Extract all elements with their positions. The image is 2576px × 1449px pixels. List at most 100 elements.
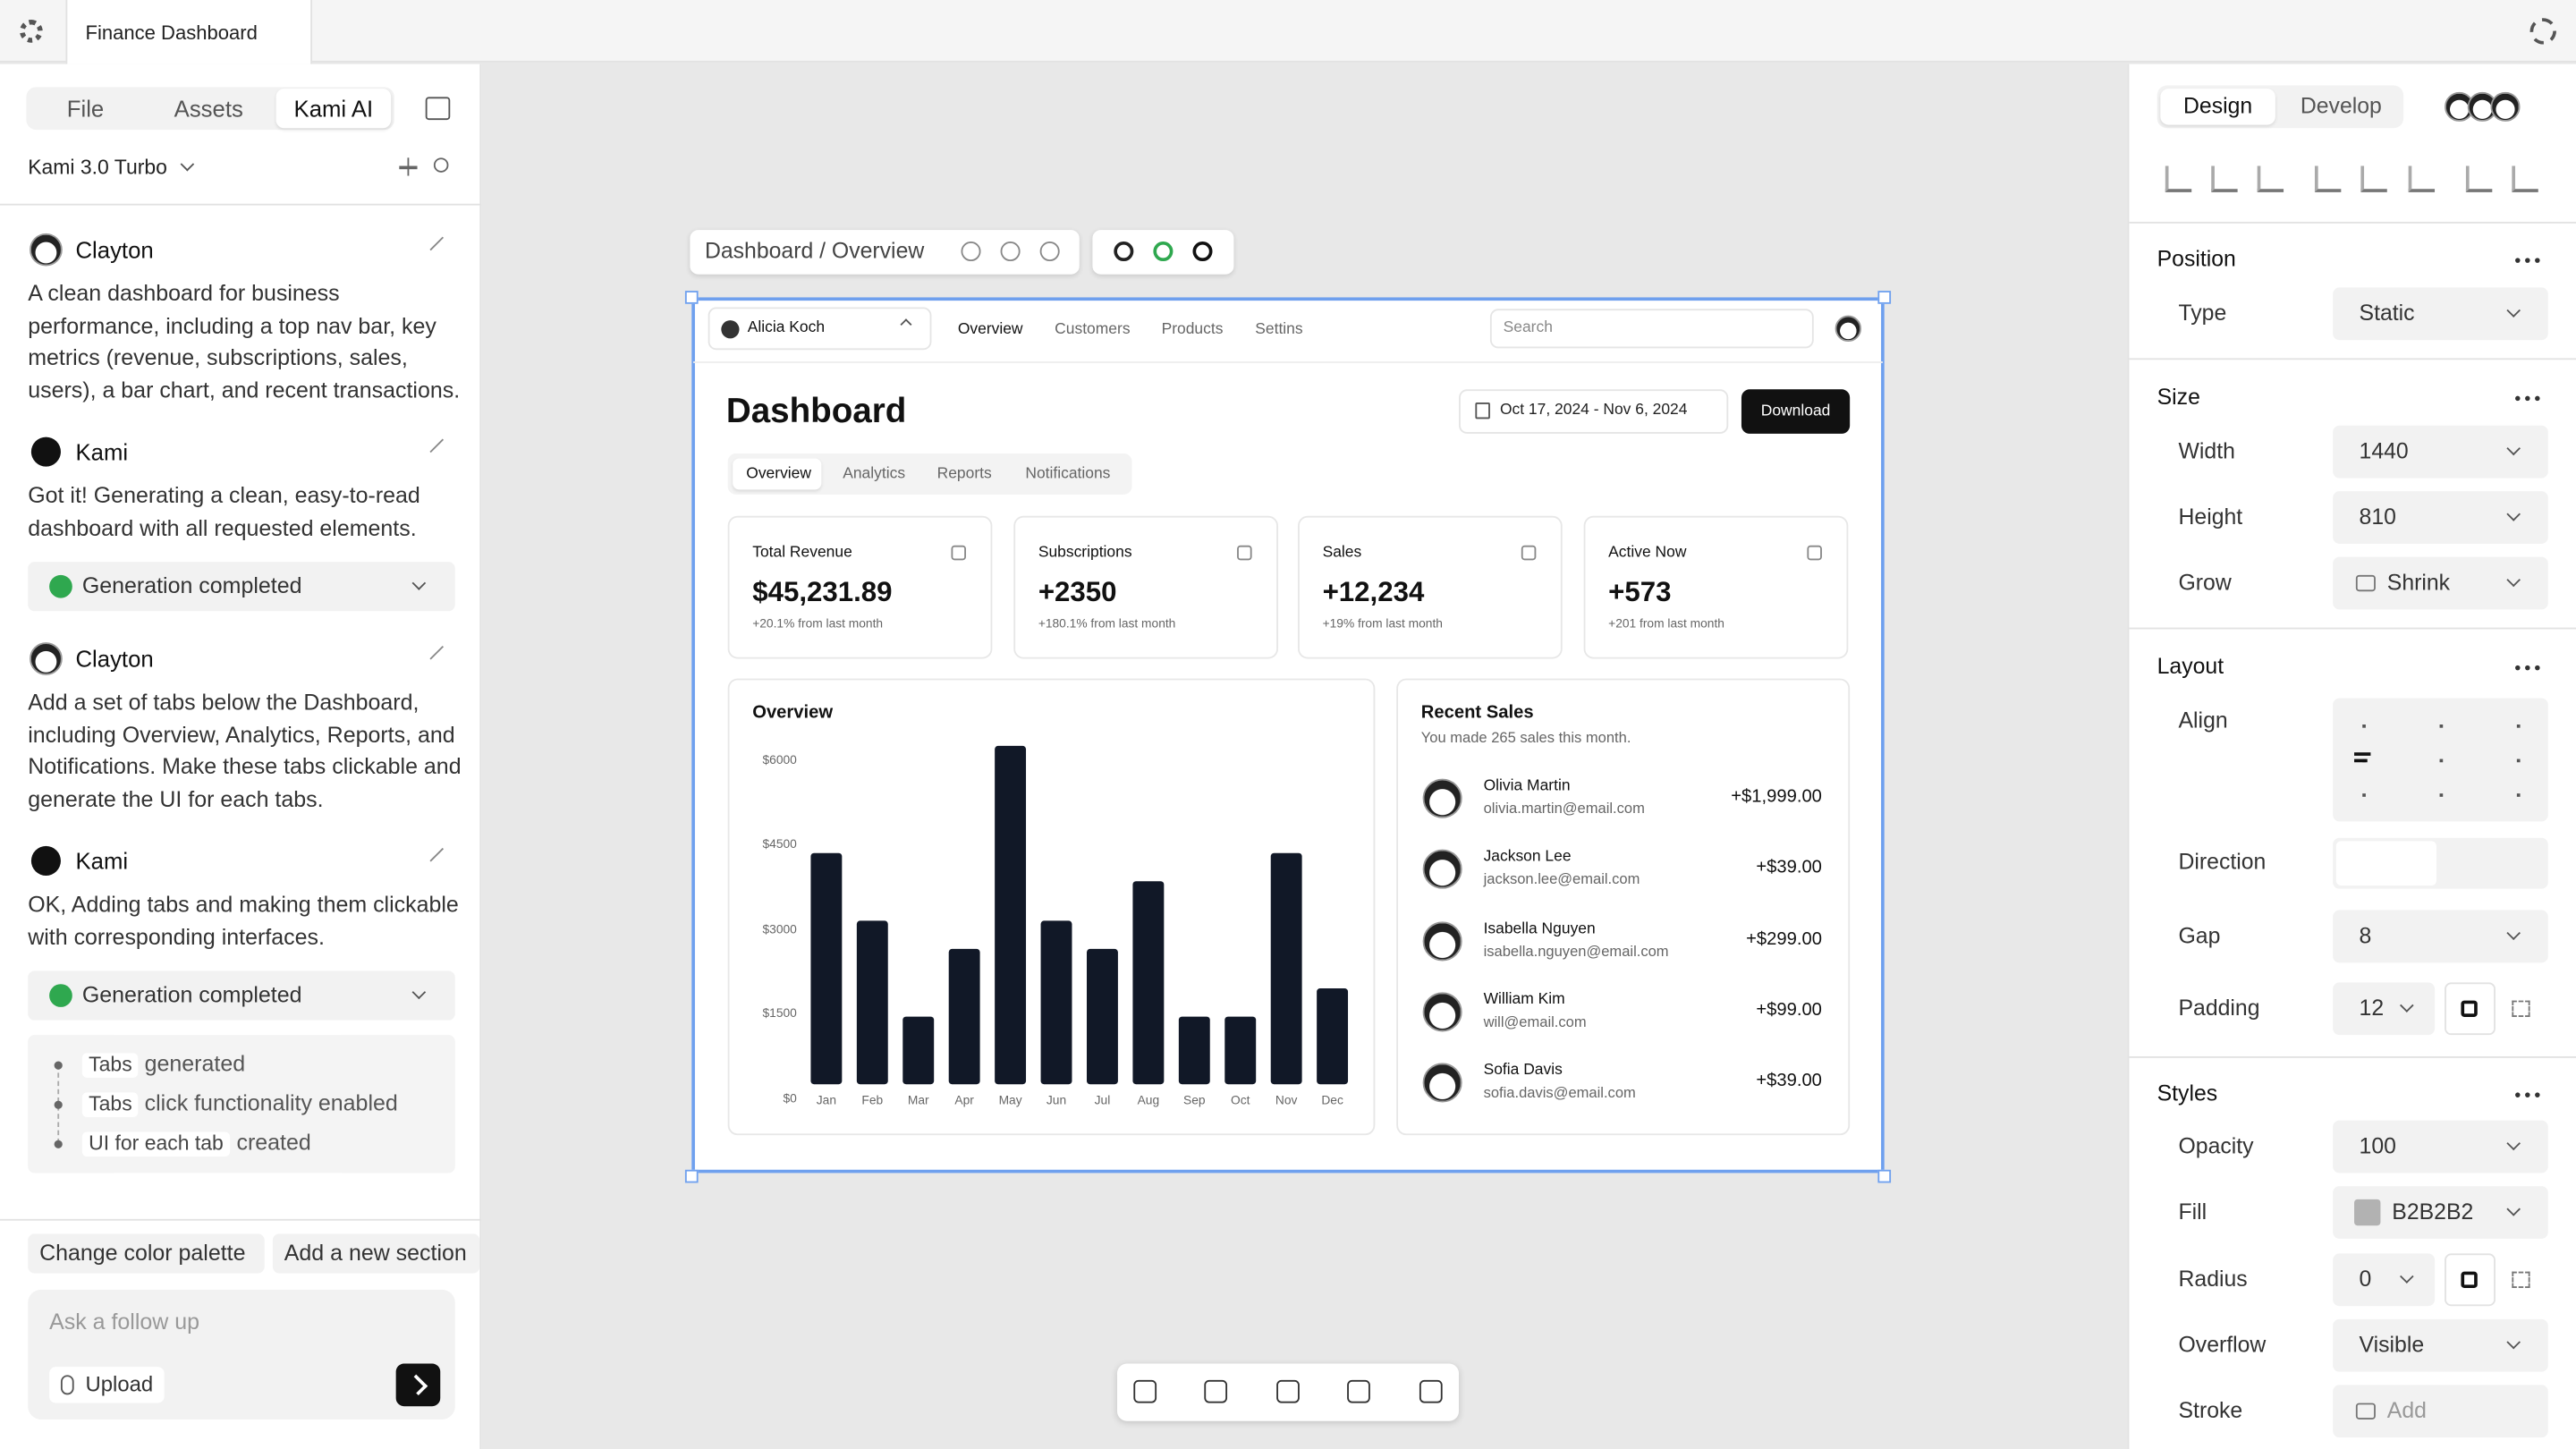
nav-link[interactable]: Settins — [1255, 320, 1303, 339]
y-tick-label: $0 — [783, 1089, 797, 1106]
x-tick-label: Jul — [1094, 1091, 1111, 1107]
property-label: Width — [2178, 438, 2235, 463]
metric-change: +20.1% from last month — [752, 614, 884, 631]
panel-tab[interactable]: Assets — [174, 94, 243, 122]
document-tab[interactable] — [65, 0, 312, 64]
sale-amount: +$1,999.00 — [1731, 787, 1822, 808]
property-input[interactable] — [2333, 982, 2436, 1036]
sidebar-toggle[interactable] — [425, 97, 451, 121]
tool-icon[interactable] — [1276, 1379, 1300, 1403]
tool-icon[interactable] — [1133, 1379, 1157, 1403]
settings-icon[interactable] — [2529, 18, 2556, 45]
property-label: Padding — [2178, 995, 2260, 1021]
breadcrumb[interactable]: Dashboard / Overview — [704, 238, 925, 263]
plugin-icon[interactable] — [1153, 242, 1174, 262]
nav-link[interactable]: Overview — [957, 320, 1023, 339]
toggle-active[interactable] — [2445, 982, 2496, 1036]
toggle-icon[interactable] — [2512, 1271, 2530, 1289]
align-icon[interactable] — [2512, 165, 2538, 192]
toggle-active[interactable] — [2445, 1253, 2496, 1307]
dashboard-tab[interactable]: Overview — [746, 465, 811, 484]
send-button[interactable] — [395, 1363, 441, 1407]
status-box[interactable] — [28, 970, 455, 1021]
panel-tab[interactable]: Design — [2182, 93, 2253, 119]
tab-title: Finance Dashboard — [85, 21, 258, 45]
nav-link[interactable]: Customers — [1055, 320, 1131, 339]
bar — [1270, 852, 1302, 1085]
dashboard-tab[interactable]: Notifications — [1025, 465, 1111, 484]
property-value: 100 — [2359, 1133, 2396, 1158]
bar — [1132, 881, 1165, 1085]
more-dot — [2514, 258, 2520, 263]
search-icon[interactable] — [433, 157, 449, 173]
align-icon[interactable] — [2165, 165, 2192, 192]
customer-name: William Kim — [1483, 991, 1565, 1010]
input-placeholder: Ask a follow up — [49, 1309, 200, 1335]
property-input[interactable] — [2333, 287, 2548, 341]
more-dot — [2534, 395, 2539, 402]
panel-tab[interactable]: File — [66, 94, 105, 122]
property-input[interactable] — [2333, 556, 2548, 610]
property-label: Grow — [2178, 570, 2232, 595]
align-icon[interactable] — [2360, 165, 2387, 192]
property-input[interactable] — [2333, 425, 2548, 479]
message-text: A clean dashboard for business performan… — [28, 281, 461, 402]
property-input[interactable] — [2333, 910, 2548, 963]
toggle-icon[interactable] — [2512, 1000, 2530, 1017]
status-box[interactable] — [28, 562, 455, 612]
property-value: Static — [2359, 300, 2415, 326]
customer-avatar — [1422, 778, 1462, 818]
download-button[interactable] — [1741, 389, 1851, 434]
panel-tab[interactable]: Kami AI — [293, 94, 374, 122]
toggle-icon — [2461, 1000, 2478, 1017]
suggestion-chip[interactable] — [28, 1233, 265, 1274]
direction-active — [2335, 841, 2436, 886]
property-label: Type — [2178, 300, 2227, 326]
tool-icon[interactable] — [1204, 1379, 1228, 1403]
x-tick-label: Apr — [954, 1091, 974, 1107]
user-select[interactable] — [708, 307, 932, 351]
bullet — [54, 1140, 63, 1148]
align-mark — [2354, 758, 2368, 763]
dashboard-tab[interactable]: Reports — [936, 465, 992, 484]
align-icon[interactable] — [2211, 165, 2238, 192]
align-icon[interactable] — [2465, 165, 2493, 192]
message-author: Clayton — [75, 235, 154, 263]
model-selector[interactable]: Kami 3.0 Turbo — [28, 155, 167, 179]
message-author: Kami — [75, 437, 129, 465]
more-dot — [2514, 665, 2520, 671]
metric-label: Active Now — [1608, 544, 1687, 563]
divider — [693, 361, 1883, 363]
property-input[interactable] — [2333, 1253, 2436, 1307]
align-icon[interactable] — [2408, 165, 2436, 192]
property-input[interactable] — [2333, 1120, 2548, 1174]
panel-tab[interactable]: Develop — [2300, 93, 2382, 119]
suggestion-chip[interactable] — [272, 1233, 480, 1274]
property-input[interactable] — [2333, 491, 2548, 544]
more-dot — [2524, 665, 2529, 671]
y-tick-label: $6000 — [762, 751, 797, 767]
plugin-icon[interactable] — [1192, 242, 1213, 262]
property-input[interactable] — [2333, 1385, 2548, 1438]
dashboard-tab[interactable]: Analytics — [843, 465, 906, 484]
metric-change: +180.1% from last month — [1038, 614, 1176, 631]
nav-link[interactable]: Products — [1161, 320, 1224, 339]
kami-avatar — [30, 436, 61, 467]
upload-button[interactable] — [49, 1367, 165, 1403]
grid-dot — [2439, 724, 2444, 728]
date-picker[interactable] — [1459, 389, 1729, 434]
search-input[interactable] — [1489, 309, 1814, 349]
bar — [1178, 1016, 1210, 1085]
property-label: Direction — [2178, 849, 2267, 874]
toolbar-icon — [1039, 242, 1060, 262]
plugin-icon[interactable] — [1114, 242, 1134, 262]
property-label: Gap — [2178, 923, 2221, 948]
more-dot — [2534, 665, 2539, 671]
tool-icon[interactable] — [1347, 1379, 1370, 1403]
property-input[interactable] — [2333, 1318, 2548, 1372]
align-icon[interactable] — [2257, 165, 2284, 192]
x-tick-label: Aug — [1137, 1091, 1160, 1107]
tool-icon[interactable] — [1419, 1379, 1443, 1403]
align-icon[interactable] — [2314, 165, 2342, 192]
